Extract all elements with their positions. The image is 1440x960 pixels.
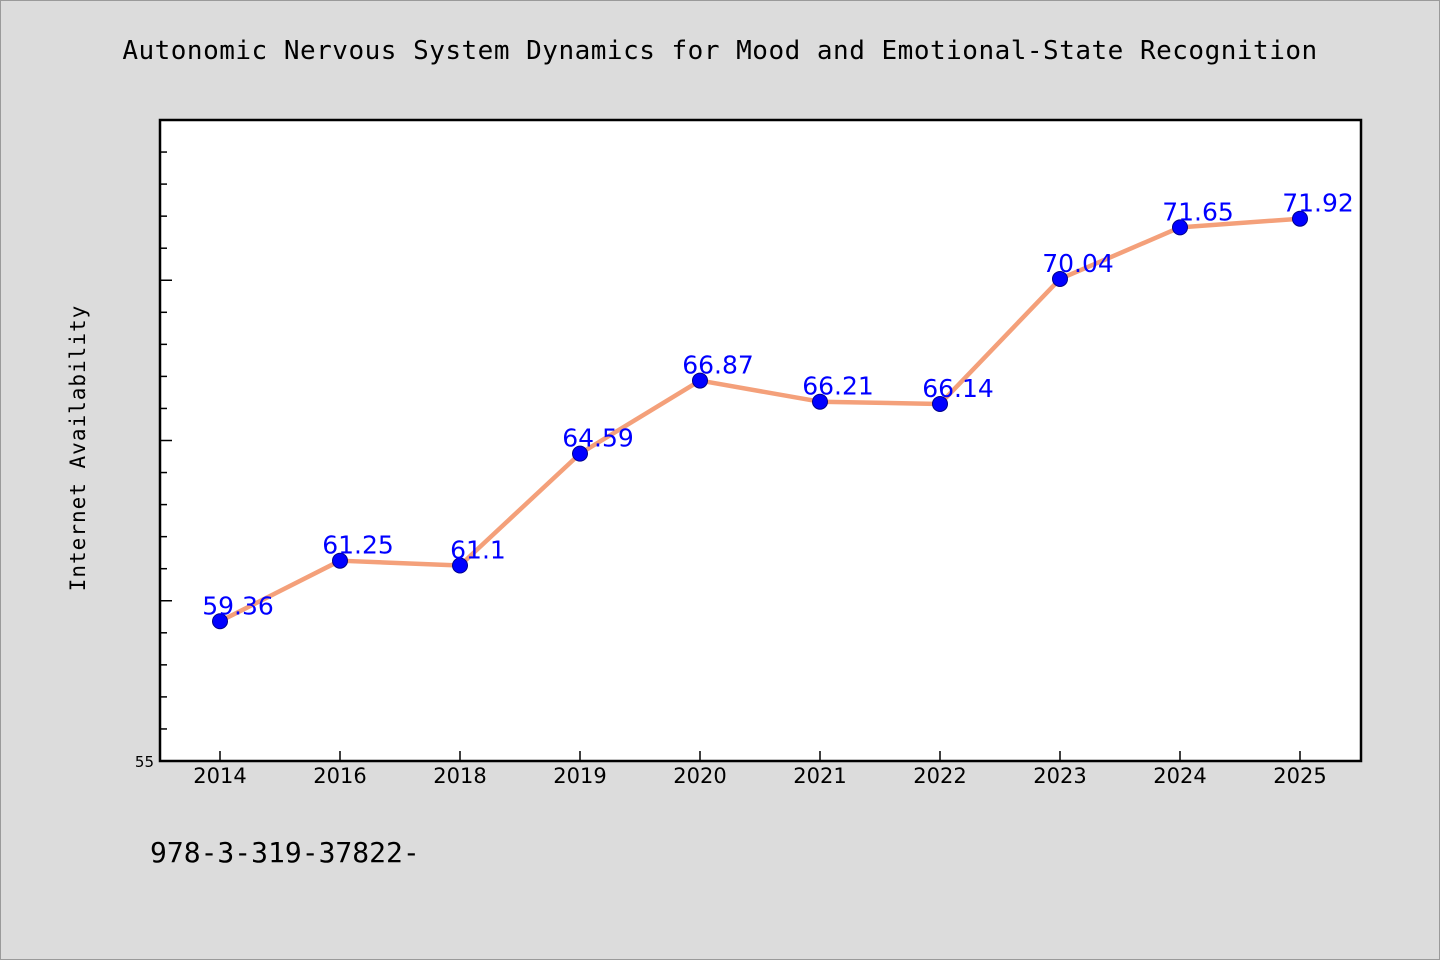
data-point	[332, 552, 348, 569]
data-label: 71.92	[1282, 189, 1354, 218]
data-point	[812, 393, 828, 410]
x-tick-label: 2020	[673, 764, 726, 788]
data-markers	[212, 210, 1308, 630]
data-label: 61.25	[322, 531, 394, 560]
x-tick-label: 2016	[313, 764, 366, 788]
data-point	[452, 557, 468, 574]
x-tick-label: 2018	[433, 764, 486, 788]
x-axis-ticks: 2014 2016 2018 2019 2020 2021 2022 2023 2024 2025	[193, 751, 1327, 788]
data-point	[572, 445, 588, 462]
data-point	[1172, 219, 1188, 236]
x-tick-label: 2025	[1273, 764, 1326, 788]
x-tick-label: 2024	[1153, 764, 1206, 788]
x-tick-label: 2022	[913, 764, 966, 788]
data-label: 61.1	[450, 535, 506, 564]
x-tick-label: 2019	[553, 764, 606, 788]
data-label: 66.21	[802, 372, 874, 401]
data-point	[212, 613, 228, 630]
data-label: 70.04	[1042, 249, 1114, 278]
x-tick-label: 2014	[193, 764, 246, 788]
data-label: 71.65	[1162, 197, 1234, 226]
data-point	[1052, 270, 1068, 287]
data-point	[1292, 210, 1308, 227]
data-label: 66.87	[682, 351, 754, 380]
plot-area	[158, 118, 1363, 763]
chart-title: Autonomic Nervous System Dynamics for Mo…	[122, 36, 1318, 66]
data-labels: 59.36 61.25 61.1 64.59 66.87 66.21 66.14 70.04 7…	[202, 189, 1354, 621]
data-point	[932, 395, 948, 412]
y-tick-label: 55	[135, 753, 154, 771]
footer-text: 978-3-319-37822-	[150, 836, 420, 869]
y-axis-ticks: 55	[135, 151, 172, 771]
data-label: 64.59	[562, 424, 634, 453]
x-tick-label: 2021	[793, 764, 846, 788]
series-line	[217, 216, 1303, 624]
data-label: 59.36	[202, 591, 274, 620]
data-point	[692, 372, 708, 389]
x-tick-label: 2023	[1033, 764, 1086, 788]
data-label: 66.14	[922, 374, 994, 403]
